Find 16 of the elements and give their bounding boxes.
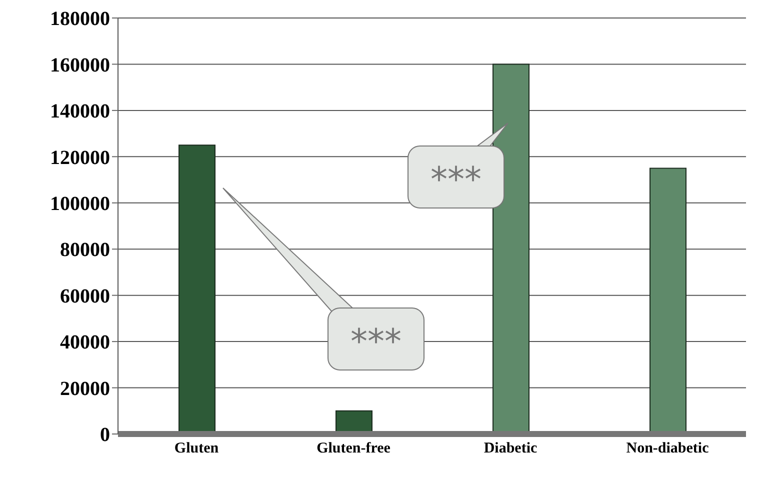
x-tick-label: Diabetic (484, 440, 538, 457)
annotation: *** (430, 160, 482, 200)
y-tick-label: 40000 (60, 332, 110, 354)
x-tick-label: Non-diabetic (626, 440, 710, 457)
y-tick-label: 120000 (50, 146, 110, 169)
x-tick-label: Gluten (174, 440, 220, 457)
y-tick-label: 100000 (50, 192, 110, 215)
y-tick-label: 80000 (60, 239, 110, 262)
y-tick-label: 20000 (60, 378, 110, 400)
y-tick-label: 0 (100, 424, 110, 446)
y-tick-label: 140000 (50, 100, 110, 123)
y-tick-label: 180000 (50, 8, 110, 30)
y-tick-label: 160000 (50, 54, 110, 76)
y-tick-label: 60000 (60, 285, 110, 308)
annotation: *** (350, 322, 402, 362)
x-tick-label: Gluten-free (316, 440, 391, 457)
